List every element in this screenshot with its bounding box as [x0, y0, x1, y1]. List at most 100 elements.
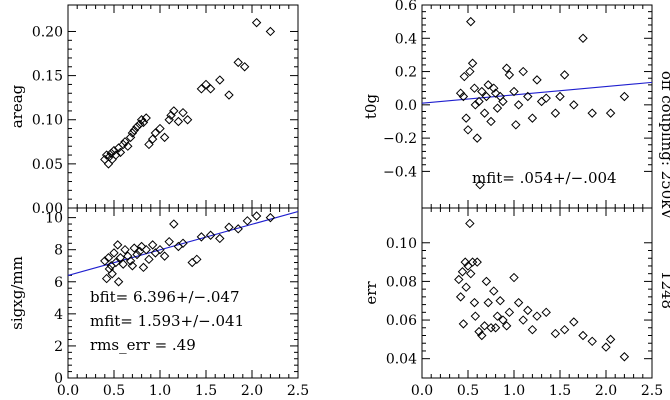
- data-point: [215, 233, 225, 244]
- data-point: [458, 91, 469, 102]
- data-point: [569, 317, 579, 327]
- data-point: [518, 315, 528, 325]
- data-point: [129, 125, 139, 136]
- data-point: [492, 103, 503, 113]
- data-point: [465, 66, 475, 77]
- data-point: [559, 70, 570, 80]
- x-tick-label: 1.5: [195, 383, 217, 399]
- data-point: [101, 150, 112, 160]
- data-point: [461, 113, 471, 123]
- data-point: [458, 319, 469, 329]
- data-point: [472, 133, 482, 143]
- data-point: [495, 296, 505, 306]
- data-point: [509, 86, 519, 97]
- x-tick-label: 0.5: [103, 383, 125, 399]
- y-tick-label: 2: [54, 339, 63, 355]
- data-point: [111, 150, 121, 160]
- y-tick-label: 0.00: [32, 201, 63, 217]
- data-point: [587, 108, 597, 118]
- data-point: [233, 57, 243, 68]
- data-point: [513, 100, 524, 110]
- data-point: [155, 123, 165, 134]
- data-point: [136, 241, 147, 252]
- x-tick-label: 0.0: [411, 383, 433, 399]
- x-tick-label: 2.0: [595, 383, 617, 399]
- data-point: [205, 230, 216, 240]
- data-point: [107, 269, 117, 279]
- data-point: [138, 117, 149, 128]
- y-tick-label: −0.2: [383, 131, 417, 147]
- data-point: [504, 70, 515, 80]
- data-point: [129, 243, 139, 253]
- data-point: [523, 305, 533, 316]
- data-point: [125, 256, 136, 266]
- data-point: [147, 240, 158, 250]
- plot-area: [422, 16, 652, 190]
- data-point: [144, 254, 154, 265]
- data-point: [138, 262, 149, 273]
- data-point: [120, 137, 130, 147]
- data-point: [187, 257, 197, 268]
- data-point: [192, 254, 202, 265]
- data-point: [518, 66, 528, 77]
- data-point: [532, 75, 542, 85]
- y-tick-label: 0.15: [32, 69, 63, 85]
- data-point: [605, 334, 616, 345]
- y-tick-label: 0.05: [32, 157, 63, 173]
- data-point: [109, 248, 119, 258]
- data-point: [492, 311, 503, 321]
- data-point: [587, 336, 597, 347]
- y-tick-label: 6: [54, 275, 63, 291]
- y-tick-label: 0.10: [32, 113, 63, 129]
- x-tick-label: 0.5: [457, 383, 479, 399]
- data-point: [118, 259, 128, 269]
- x-tick-label: 2.0: [241, 383, 263, 399]
- data-point: [475, 179, 485, 190]
- plot-frame: [421, 207, 653, 379]
- data-point: [159, 132, 170, 143]
- plot-area: [454, 218, 630, 362]
- panel-t0g: −0.4 −0.2 0.0 0.2 0.4 0.6 t0g mfit= .054+/−.004: [362, 0, 653, 209]
- data-point: [465, 218, 475, 229]
- data-point: [169, 219, 179, 229]
- data-point: [511, 120, 521, 130]
- data-point: [474, 326, 484, 337]
- data-point: [147, 134, 158, 144]
- data-point: [100, 256, 110, 266]
- data-point: [504, 307, 515, 318]
- data-point: [201, 79, 211, 90]
- data-point: [601, 342, 611, 352]
- data-point: [173, 116, 184, 127]
- data-point: [498, 96, 508, 107]
- y-tick-label: 0.06: [386, 313, 417, 329]
- y-tick-label: 0.4: [395, 31, 417, 47]
- y-tick-label: 0.10: [386, 236, 417, 252]
- side-caption-bottom: 1248: [658, 271, 670, 309]
- plot-area: [68, 210, 298, 287]
- data-point: [224, 90, 234, 100]
- data-point: [251, 211, 262, 221]
- data-point: [490, 323, 501, 333]
- x-tick-label: 2.5: [287, 383, 309, 399]
- chart-panels: 0.000.050.100.150.20areag−0.4−0.20.00.20…: [8, 0, 663, 400]
- data-point: [196, 84, 207, 94]
- data-point: [205, 84, 216, 94]
- data-point: [501, 63, 512, 73]
- data-point: [233, 224, 243, 234]
- plot-area: [100, 17, 276, 169]
- y-axis-label: areag: [8, 84, 26, 128]
- data-point: [477, 330, 487, 341]
- y-tick-label: 0.0: [395, 98, 417, 114]
- data-point: [141, 113, 151, 123]
- data-point: [159, 251, 170, 261]
- y-tick-label: 0: [54, 371, 63, 387]
- data-point: [550, 328, 561, 339]
- data-point: [106, 148, 116, 158]
- data-point: [150, 128, 161, 138]
- data-point: [501, 321, 512, 331]
- data-point: [474, 96, 484, 107]
- plot-frame: [67, 4, 299, 209]
- data-point: [136, 115, 147, 125]
- y-tick-label: 0.2: [395, 65, 417, 81]
- data-point: [196, 232, 207, 242]
